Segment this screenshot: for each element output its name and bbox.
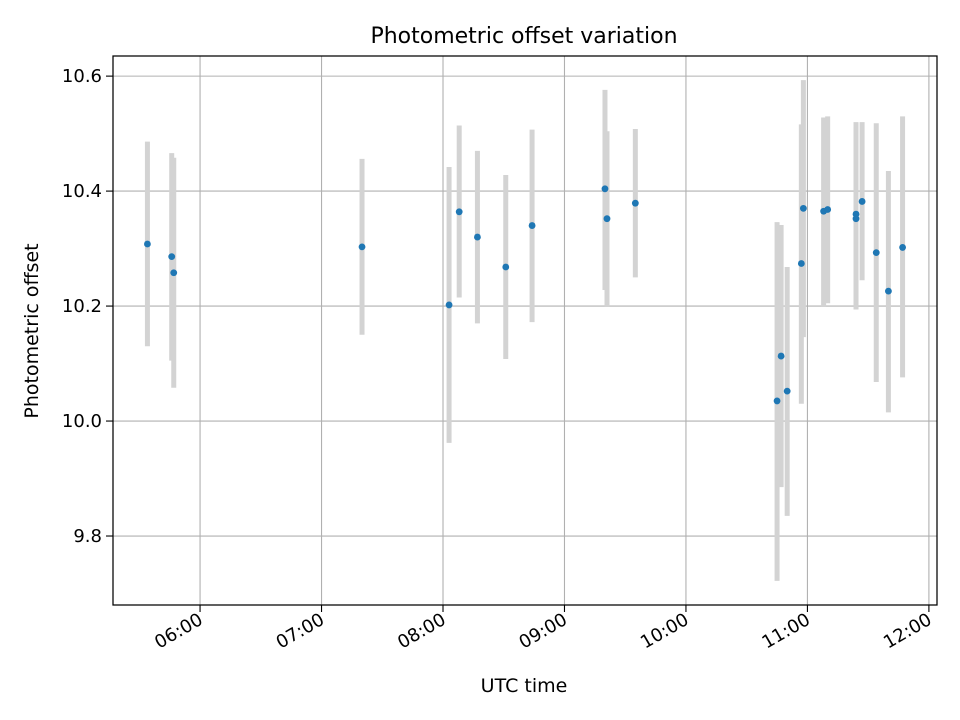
- y-tick-label: 10.2: [62, 296, 102, 317]
- data-point: [899, 244, 906, 251]
- data-point: [170, 269, 178, 277]
- data-point: [799, 204, 807, 212]
- y-tick-label: 10.6: [62, 66, 102, 87]
- x-axis-label: UTC time: [481, 675, 568, 697]
- x-tick-label: 06:00: [151, 609, 206, 653]
- data-point: [445, 301, 453, 309]
- y-tick-label: 10.4: [62, 181, 102, 202]
- data-point: [631, 199, 639, 207]
- data-point: [783, 387, 791, 395]
- data-point: [852, 215, 860, 223]
- data-point: [797, 260, 805, 267]
- error-bars: [144, 80, 906, 581]
- data-point: [358, 243, 366, 251]
- data-point: [502, 263, 510, 271]
- data-point: [144, 240, 151, 248]
- data-point: [601, 185, 609, 193]
- data-point: [528, 222, 536, 229]
- data-point: [777, 352, 785, 360]
- x-tick-label: 08:00: [394, 609, 449, 653]
- data-point: [168, 253, 176, 261]
- x-tick-label: 07:00: [273, 609, 328, 653]
- chart-title: Photometric offset variation: [370, 24, 677, 49]
- data-point: [455, 208, 463, 216]
- x-tick-label: 12:00: [880, 609, 935, 653]
- data-point: [858, 198, 866, 205]
- y-tick-label: 9.8: [73, 526, 102, 547]
- data-point: [885, 287, 892, 295]
- plot-frame: [112, 55, 938, 606]
- grid-lines: [113, 56, 937, 605]
- data-point: [773, 397, 781, 405]
- x-tick-label: 10:00: [637, 609, 692, 653]
- data-point: [603, 215, 611, 223]
- x-tick-label: 09:00: [516, 609, 571, 653]
- data-point: [824, 206, 832, 213]
- data-point: [474, 233, 481, 241]
- x-tick-label: 11:00: [759, 609, 814, 653]
- y-axis-label: Photometric offset: [21, 243, 43, 418]
- y-tick-label: 10.0: [62, 411, 102, 432]
- data-point: [872, 249, 880, 257]
- data-points: [144, 185, 906, 405]
